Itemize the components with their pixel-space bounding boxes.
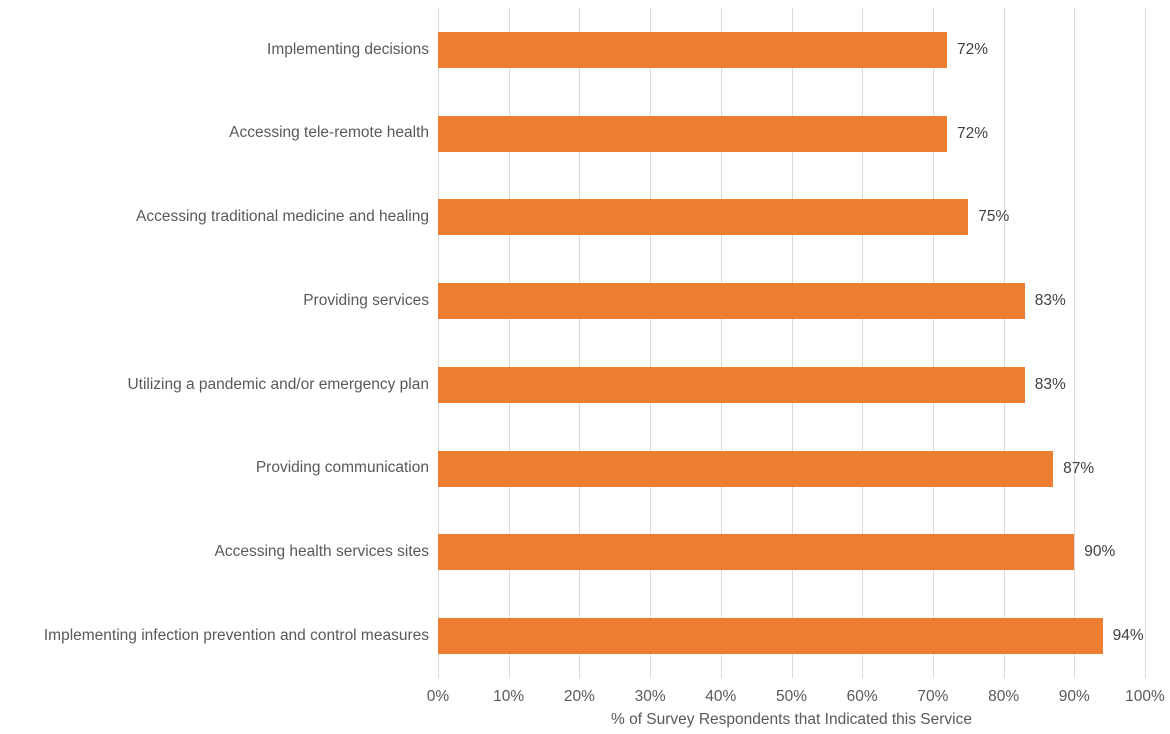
table-row: Providing services 83% (0, 259, 1145, 343)
bar-value-label: 72% (957, 40, 989, 58)
category-label: Providing communication (255, 459, 429, 477)
gridline (508, 8, 510, 678)
x-tick-label: 40% (705, 688, 737, 705)
category-label: Providing services (303, 291, 429, 309)
bar (438, 115, 948, 152)
bar-value-label: 72% (957, 124, 989, 142)
gridline (579, 8, 581, 678)
bar-track: 94% (438, 594, 1145, 678)
plot-area (438, 8, 1146, 678)
x-axis-title: % of Survey Respondents that Indicated t… (610, 711, 972, 728)
x-axis: 0% 10% 20% 30% 40% 50% 60% 70% 80% 90% 100% (427, 688, 1165, 706)
bar (438, 450, 1054, 487)
x-tick-label: 80% (988, 688, 1020, 705)
table-row: Implementing decisions 72% (0, 8, 1145, 92)
bar-track: 87% (438, 427, 1145, 511)
bar-value-label: 90% (1084, 543, 1116, 561)
table-row: Accessing tele-remote health 72% (0, 92, 1145, 176)
bar (438, 31, 948, 68)
bar-track: 90% (438, 511, 1145, 595)
bar (438, 199, 969, 236)
bar-track: 75% (438, 176, 1145, 260)
x-tick-label: 0% (426, 688, 450, 705)
bar (438, 618, 1103, 655)
bar-value-label: 83% (1034, 292, 1066, 310)
gridline (1145, 8, 1146, 678)
table-row: Utilizing a pandemic and/or emergency pl… (0, 343, 1145, 427)
category-label: Accessing traditional medicine and heali… (136, 208, 429, 226)
category-label: Implementing infection prevention and co… (43, 626, 429, 644)
x-tick-label: 10% (493, 688, 525, 705)
gridline (720, 8, 722, 678)
gridline (1074, 8, 1076, 678)
bar (438, 366, 1025, 403)
table-row: Accessing traditional medicine and heali… (0, 176, 1145, 260)
x-tick-label: 30% (634, 688, 666, 705)
gridline (862, 8, 864, 678)
gridline (932, 8, 934, 678)
x-tick-label: 70% (917, 688, 949, 705)
category-label: Accessing health services sites (214, 543, 429, 561)
bar-value-label: 87% (1063, 459, 1095, 477)
bar-track: 72% (438, 8, 1145, 92)
x-tick-label: 90% (1058, 688, 1090, 705)
gridline (438, 8, 439, 678)
bar-track: 72% (438, 92, 1145, 176)
bar-track: 83% (438, 343, 1145, 427)
category-label: Utilizing a pandemic and/or emergency pl… (127, 375, 429, 393)
bar-track: 83% (438, 259, 1145, 343)
x-tick-label: 50% (775, 688, 808, 705)
gridline (650, 8, 652, 678)
x-tick-label: 20% (563, 688, 595, 705)
x-tick-label: 60% (846, 688, 878, 705)
category-label: Accessing tele-remote health (229, 124, 429, 142)
table-row: Providing communication 87% (0, 427, 1145, 511)
bar-value-label: 75% (978, 208, 1010, 226)
bar (438, 283, 1025, 320)
gridline (1003, 8, 1005, 678)
bar-value-label: 83% (1034, 375, 1066, 393)
x-tick-label: 100% (1125, 688, 1165, 705)
bar (438, 534, 1075, 571)
table-row: Accessing health services sites 90% (0, 511, 1145, 595)
category-label: Implementing decisions (267, 40, 429, 58)
bar-value-label: 94% (1112, 627, 1144, 645)
bar-rows: Implementing decisions 72% Accessing tele-… (0, 8, 1145, 678)
table-row: Implementing infection prevention and co… (0, 594, 1145, 678)
gridline (791, 8, 793, 678)
